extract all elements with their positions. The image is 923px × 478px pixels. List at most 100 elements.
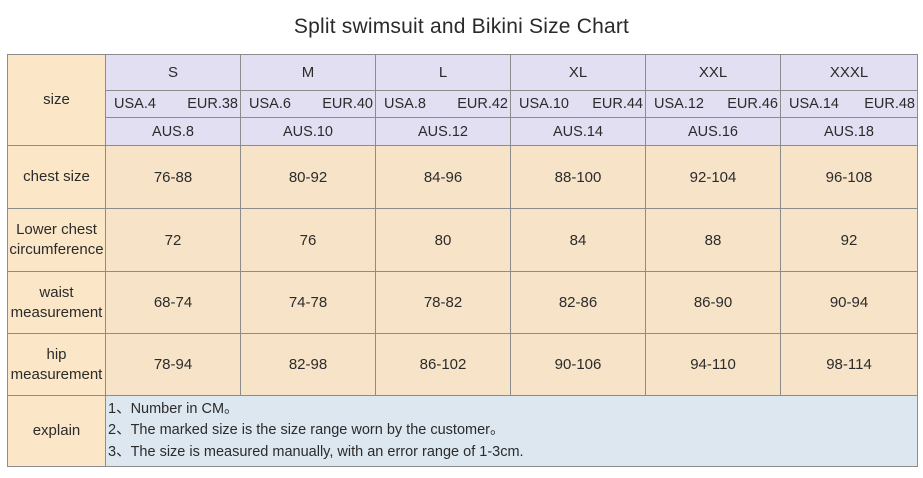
size-letter-cell: XL: [510, 54, 646, 91]
usa-size: USA.8: [384, 96, 426, 112]
row-label-line: measurement: [10, 365, 103, 383]
row-label: chest size: [23, 168, 90, 185]
aus-size: AUS.12: [418, 124, 468, 140]
row-label-line: measurement: [10, 303, 103, 321]
usa-size: USA.6: [249, 96, 291, 112]
size-letter: L: [438, 64, 448, 81]
eur-size: EUR.42: [457, 96, 508, 112]
aus-size-cell: AUS.16: [645, 117, 781, 146]
aus-size: AUS.10: [283, 124, 333, 140]
measurement-value: 94-110: [690, 356, 736, 373]
row-label-cell: waist measurement: [7, 271, 106, 334]
row-label-cell: chest size: [7, 145, 106, 209]
aus-size-row: AUS.8 AUS.10 AUS.12 AUS.14 AUS.16 AUS.18: [8, 117, 918, 146]
measurement-cell: 90-94: [780, 271, 918, 334]
row-label-cell: hip measurement: [7, 333, 106, 396]
explain-notes-cell: 1、Number in CM。 2、The marked size is the…: [105, 395, 918, 467]
measurement-cell: 94-110: [645, 333, 781, 396]
usa-size: USA.10: [519, 96, 569, 112]
measurement-cell: 68-74: [105, 271, 241, 334]
row-label-line: waist: [39, 283, 74, 301]
measurement-value: 78-94: [153, 356, 193, 373]
measurement-cell: 86-90: [645, 271, 781, 334]
measurement-value: 86-90: [693, 294, 733, 311]
measurement-value: 80-92: [288, 168, 328, 186]
measurement-cell: 92: [780, 208, 918, 272]
measurement-cell: 88: [645, 208, 781, 272]
measurement-value: 72: [164, 231, 182, 249]
explain-label-cell: explain: [7, 395, 106, 467]
eur-size: EUR.48: [864, 96, 915, 112]
size-header-label: size: [43, 91, 70, 108]
eur-size: EUR.38: [187, 96, 238, 112]
size-table: size S M L XL XXL XXXL USA.4 EUR.38 USA.6…: [7, 54, 918, 467]
eur-size: EUR.40: [322, 96, 373, 112]
eur-size: EUR.44: [592, 96, 643, 112]
aus-size: AUS.14: [553, 124, 603, 140]
explain-note: 3、The size is measured manually, with an…: [108, 443, 524, 460]
explain-row: explain 1、Number in CM。 2、The marked siz…: [7, 395, 918, 467]
measurement-value: 84: [569, 231, 587, 249]
size-letter-cell: XXXL: [780, 54, 918, 91]
measurement-cell: 78-82: [375, 271, 511, 334]
measurement-cell: 86-102: [375, 333, 511, 396]
row-label-line: circumference: [9, 241, 104, 258]
row-label-cell: Lower chest circumference: [7, 208, 106, 272]
aus-size-cell: AUS.12: [375, 117, 511, 146]
aus-size: AUS.8: [152, 124, 194, 140]
measurement-cell: 80: [375, 208, 511, 272]
measurement-cell: 84-96: [375, 145, 511, 209]
size-letter-cell: S: [105, 54, 241, 91]
explain-note: 2、The marked size is the size range worn…: [108, 422, 505, 439]
size-letter: S: [167, 64, 178, 81]
chart-title: Split swimsuit and Bikini Size Chart: [293, 15, 630, 38]
measurement-value: 96-108: [825, 168, 873, 186]
measurement-value: 98-114: [826, 356, 872, 373]
measurement-cell: 92-104: [645, 145, 781, 209]
size-codes-cell: USA.14 EUR.48: [780, 90, 918, 118]
measurement-cell: 78-94: [105, 333, 241, 396]
size-letter: XL: [568, 64, 588, 81]
aus-size-cell: AUS.10: [240, 117, 376, 146]
aus-size-cell: AUS.18: [780, 117, 918, 146]
measurement-value: 68-74: [153, 294, 193, 311]
measurement-value: 90-94: [829, 294, 869, 311]
measurement-value: 88: [704, 231, 722, 249]
size-codes-cell: USA.12 EUR.46: [645, 90, 781, 118]
measurement-cell: 82-98: [240, 333, 376, 396]
measurement-value: 88-100: [554, 168, 602, 186]
size-letter-row: size S M L XL XXL XXXL: [7, 54, 918, 146]
measurement-cell: 82-86: [510, 271, 646, 334]
usa-size: USA.14: [789, 96, 839, 112]
aus-size: AUS.18: [824, 124, 874, 140]
size-header-cell: size: [7, 54, 106, 146]
size-codes-cell: USA.10 EUR.44: [510, 90, 646, 118]
size-letter: XXL: [698, 64, 728, 81]
measurement-value: 92-104: [689, 168, 737, 186]
eur-size: EUR.46: [727, 96, 778, 112]
usa-size: USA.12: [654, 96, 704, 112]
measurement-value: 90-106: [554, 356, 602, 373]
measurement-cell: 74-78: [240, 271, 376, 334]
measurement-value: 76: [299, 231, 317, 249]
size-letter-cell: M: [240, 54, 376, 91]
measurement-cell: 80-92: [240, 145, 376, 209]
measurement-cell: 76-88: [105, 145, 241, 209]
usa-size: USA.4: [114, 96, 156, 112]
size-codes-cell: USA.4 EUR.38: [105, 90, 241, 118]
measurement-row: Lower chest circumference 72 76 80 84 88 …: [7, 208, 918, 272]
measurement-cell: 88-100: [510, 145, 646, 209]
explain-note: 1、Number in CM。: [108, 400, 239, 417]
aus-size: AUS.16: [688, 124, 738, 140]
aus-size-cell: AUS.8: [105, 117, 241, 146]
measurement-value: 84-96: [423, 168, 463, 186]
measurement-row: hip measurement 78-94 82-98 86-102 90-106…: [7, 333, 918, 396]
measurement-cell: 90-106: [510, 333, 646, 396]
measurement-value: 80: [434, 231, 452, 249]
measurement-value: 92: [840, 231, 858, 249]
measurement-value: 76-88: [153, 168, 193, 186]
size-codes-cell: USA.8 EUR.42: [375, 90, 511, 118]
measurement-row: chest size 76-88 80-92 84-96 88-100 92-1…: [7, 145, 918, 209]
size-letter: XXXL: [829, 64, 869, 81]
